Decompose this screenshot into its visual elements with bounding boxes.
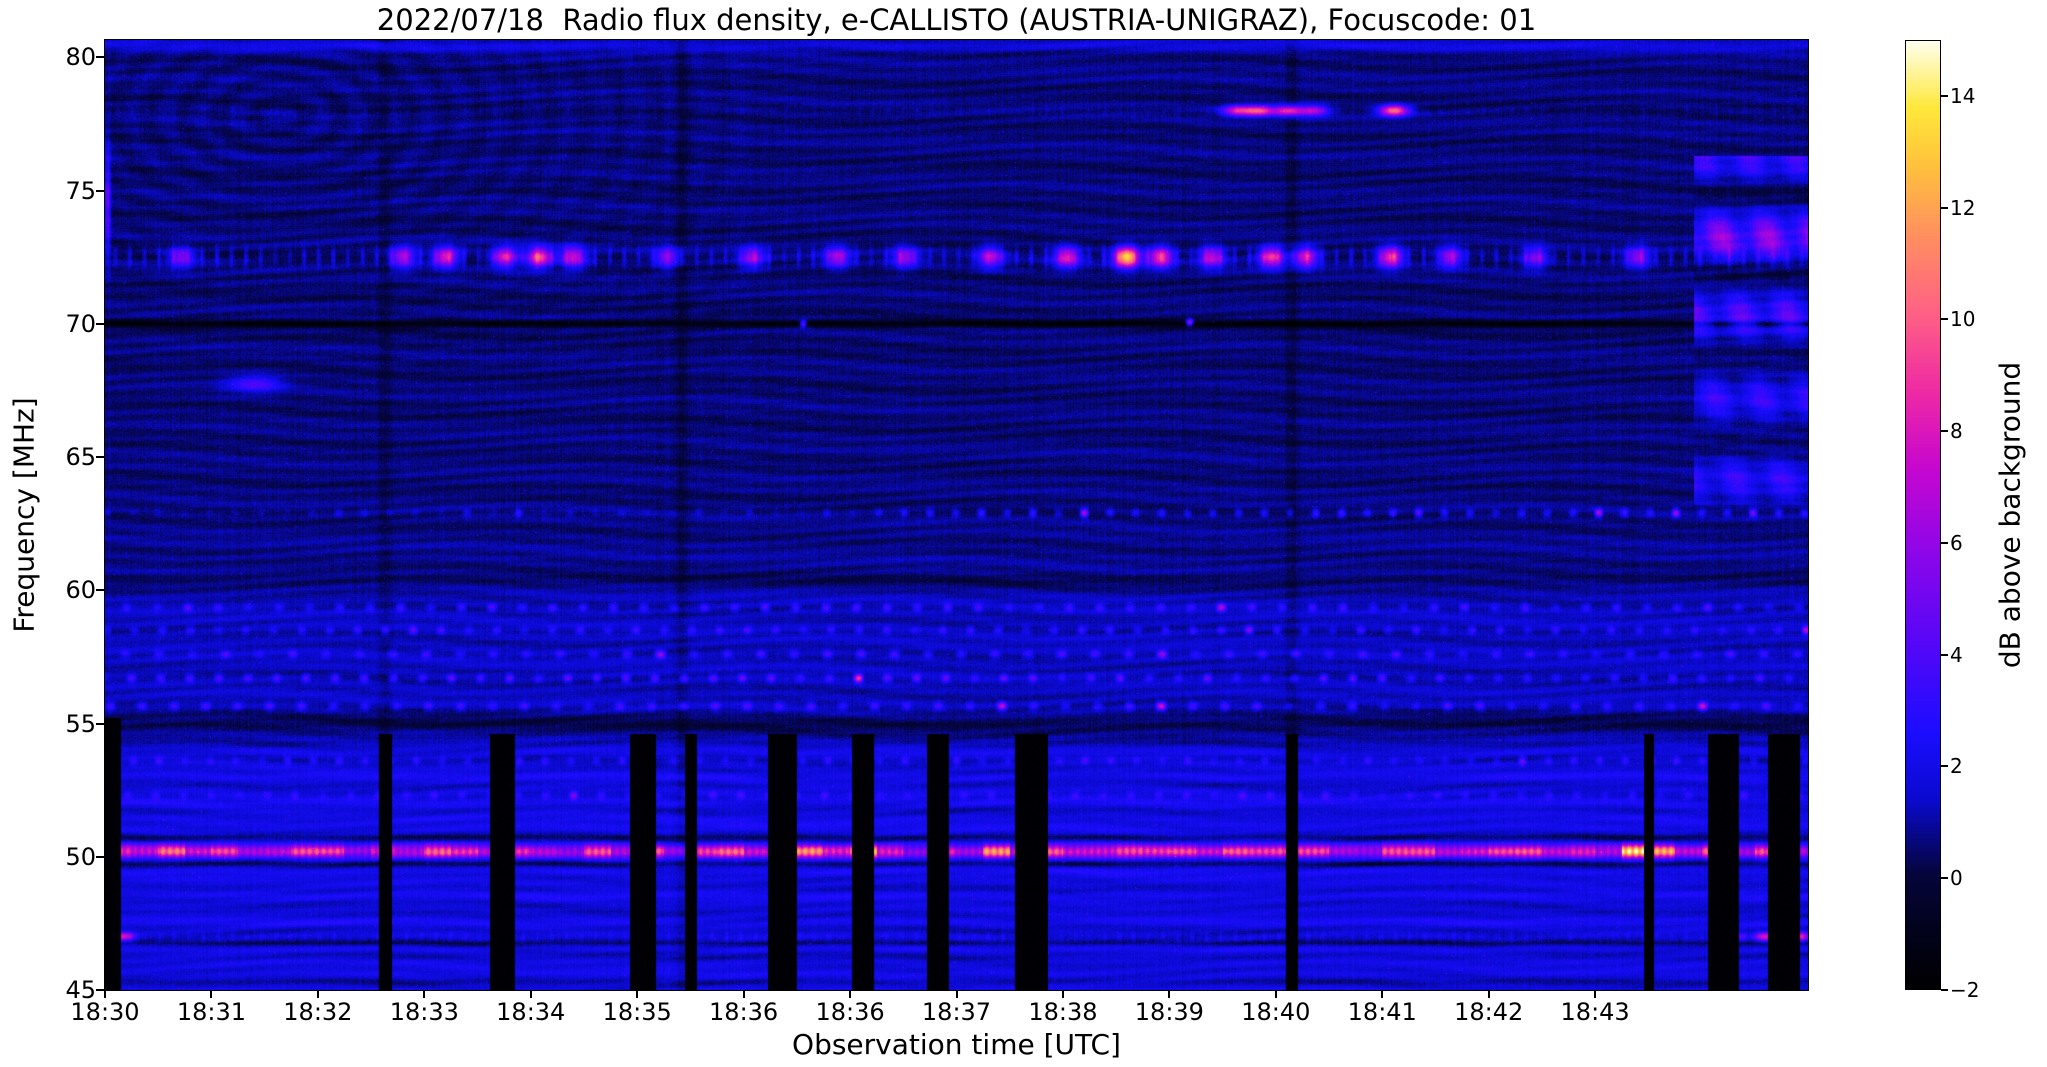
- x-tick-mark: [636, 990, 639, 998]
- x-tick-label: 18:42: [1454, 998, 1524, 1026]
- x-tick-label: 18:36: [709, 998, 779, 1026]
- y-tick-mark: [96, 722, 104, 725]
- colorbar-tick-mark: [1941, 541, 1948, 544]
- colorbar: [1905, 40, 1941, 990]
- y-tick-mark: [96, 322, 104, 325]
- y-tick-label: 75: [65, 176, 96, 205]
- x-tick-mark: [955, 990, 958, 998]
- x-tick-label: 18:30: [70, 998, 140, 1026]
- y-tick-label: 70: [65, 309, 96, 338]
- x-tick-mark: [1061, 990, 1064, 998]
- y-tick-label: 60: [65, 576, 96, 605]
- colorbar-tick-mark: [1941, 989, 1948, 991]
- y-tick-label: 65: [65, 443, 96, 472]
- y-tick-mark: [96, 189, 104, 192]
- x-tick-mark: [529, 990, 532, 998]
- colorbar-tick-label: 12: [1950, 195, 1976, 220]
- y-axis-label: Frequency [MHz]: [7, 397, 41, 633]
- colorbar-tick-mark: [1941, 653, 1948, 656]
- x-tick-mark: [1381, 990, 1384, 998]
- x-tick-mark: [316, 990, 319, 998]
- y-tick-label: 45: [65, 976, 96, 1004]
- x-tick-mark: [849, 990, 852, 998]
- x-tick-label: 18:31: [176, 998, 247, 1026]
- plot-title: 2022/07/18 Radio flux density, e-CALLIST…: [376, 3, 1537, 37]
- colorbar-tick-label: 2: [1950, 754, 1963, 779]
- colorbar-tick-mark: [1941, 430, 1948, 433]
- colorbar-tick-mark: [1941, 94, 1948, 97]
- colorbar-tick-mark: [1941, 206, 1948, 209]
- spectrogram-canvas: [105, 40, 1808, 990]
- colorbar-tick-label: 14: [1950, 83, 1976, 108]
- colorbar-canvas: [1906, 41, 1940, 989]
- x-axis-label: Observation time [UTC]: [792, 1028, 1121, 1061]
- y-tick-mark: [96, 989, 104, 991]
- colorbar-tick-mark: [1941, 318, 1948, 321]
- y-tick-mark: [96, 456, 104, 459]
- y-tick-label: 80: [65, 43, 96, 72]
- x-tick-label: 18:36: [815, 998, 885, 1026]
- colorbar-tick-label: 6: [1950, 530, 1963, 555]
- x-tick-mark: [210, 990, 213, 998]
- x-tick-label: 18:40: [1241, 998, 1311, 1026]
- x-tick-mark: [1487, 990, 1490, 998]
- x-tick-label: 18:37: [921, 998, 992, 1026]
- plot-area: [104, 39, 1809, 991]
- x-tick-label: 18:43: [1560, 998, 1630, 1026]
- colorbar-tick-mark: [1941, 765, 1948, 768]
- y-tick-label: 55: [65, 709, 96, 738]
- y-tick-mark: [96, 589, 104, 592]
- colorbar-tick-label: 4: [1950, 642, 1963, 667]
- x-tick-label: 18:32: [283, 998, 353, 1026]
- colorbar-tick-label: 8: [1950, 419, 1963, 444]
- y-tick-mark: [96, 56, 104, 59]
- x-tick-mark: [1274, 990, 1277, 998]
- x-tick-mark: [1594, 990, 1597, 998]
- x-tick-label: 18:39: [1134, 998, 1204, 1026]
- x-tick-mark: [104, 990, 106, 998]
- colorbar-label: dB above background: [1993, 361, 2027, 669]
- colorbar-tick-label: 10: [1950, 307, 1976, 332]
- x-tick-label: 18:34: [496, 998, 566, 1026]
- x-tick-mark: [423, 990, 426, 998]
- y-tick-label: 50: [65, 842, 96, 871]
- colorbar-tick-mark: [1941, 877, 1948, 880]
- x-tick-mark: [742, 990, 745, 998]
- colorbar-tick-label: −2: [1950, 978, 1980, 1002]
- x-tick-label: 18:41: [1347, 998, 1417, 1026]
- x-tick-mark: [1168, 990, 1171, 998]
- x-tick-label: 18:35: [602, 998, 672, 1026]
- x-tick-label: 18:33: [389, 998, 459, 1026]
- y-tick-mark: [96, 855, 104, 858]
- x-tick-label: 18:38: [1028, 998, 1098, 1026]
- colorbar-tick-label: 0: [1950, 866, 1963, 891]
